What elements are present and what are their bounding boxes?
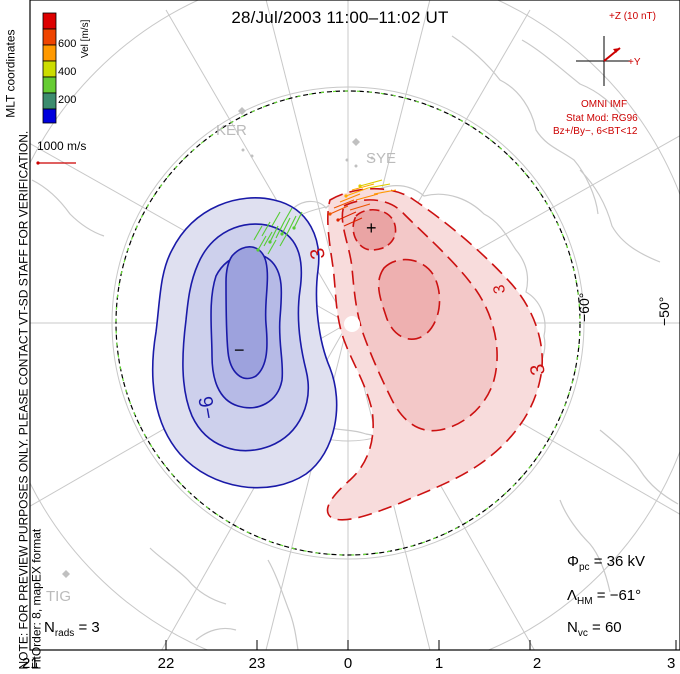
mlt-label-21: 21 <box>22 655 39 672</box>
potential-max-marker: + <box>366 218 377 238</box>
station-tig: TIG <box>46 588 71 605</box>
colorbar-tick-600: 600 <box>58 38 77 50</box>
heppner-maynard-boundary <box>115 90 581 556</box>
velocity-dots <box>256 184 362 252</box>
mlt-label-23: 23 <box>248 655 266 672</box>
imf-clock-dial <box>576 36 630 86</box>
imf-model: Stat Mod: RG96 <box>566 113 638 124</box>
phi-subscript: pc <box>578 562 590 573</box>
mlt-label-3: 3 <box>667 655 676 672</box>
velocity-vectors-dusk <box>253 207 303 255</box>
hm-boundary-latitude: ΛHM = −61° <box>567 587 641 607</box>
colorbar-label: Vel [m/s] <box>80 19 91 58</box>
positive-potential-cell <box>326 187 544 521</box>
imf-y-label: +Y <box>628 57 641 68</box>
nvc-value: = 60 <box>592 619 622 636</box>
negative-potential-cell <box>151 197 338 489</box>
nvc-symbol: N <box>567 619 578 636</box>
colorbar-tick-200: 200 <box>58 94 77 106</box>
radar-count: Nrads = 3 <box>44 619 100 639</box>
phi-value: = 36 kV <box>593 553 645 570</box>
nrads-subscript: rads <box>54 628 75 639</box>
imf-z-label: +Z (10 nT) <box>609 11 656 22</box>
mlt-axis-ticks <box>29 640 677 650</box>
potential-min-marker: − <box>234 340 245 360</box>
vector-count: Nvc = 60 <box>567 619 622 639</box>
latitude-label-50: −50° <box>656 296 672 326</box>
map-frame <box>29 0 680 651</box>
station-ker: KER <box>216 122 247 139</box>
vertical-notes: MLT coordinates NOTE: FOR PREVIEW PURPOS… <box>4 30 44 670</box>
mlt-label-1: 1 <box>434 655 444 672</box>
imf-condition: Bz+/By−, 6<BT<12 <box>553 126 638 137</box>
contour-label-negative-6: −6 <box>195 394 221 421</box>
colorbar-tick-400: 400 <box>58 66 77 78</box>
station-sye: SYE <box>366 150 397 167</box>
mlt-label-22: 22 <box>157 655 175 672</box>
velocity-colorbar <box>42 12 57 124</box>
cross-polar-potential: Φpc = 36 kV <box>567 553 645 573</box>
phi-symbol: Φ <box>567 553 579 570</box>
nrads-value: = 3 <box>78 619 100 636</box>
lambda-subscript: HM <box>577 596 593 607</box>
nvc-subscript: vc <box>577 628 588 639</box>
lambda-symbol: Λ <box>567 587 578 604</box>
velocity-vectors-dawn <box>329 179 397 227</box>
fit-note: FitOrder: 8, mapEX format <box>29 528 44 670</box>
map-title: 28/Jul/2003 11:00–11:02 UT <box>231 8 449 27</box>
imf-source: OMNI IMF <box>581 99 628 110</box>
nrads-symbol: N <box>44 619 55 636</box>
vector-scale-label: 1000 m/s <box>37 139 87 153</box>
vector-scale-bar <box>36 161 76 165</box>
pole-marker <box>344 316 360 332</box>
station-markers <box>62 105 374 578</box>
latitude-label-60: −60° <box>576 292 592 322</box>
lambda-value: = −61° <box>596 587 642 604</box>
mlt-label-0: 0 <box>343 655 353 672</box>
mlt-label-2: 2 <box>532 655 542 672</box>
